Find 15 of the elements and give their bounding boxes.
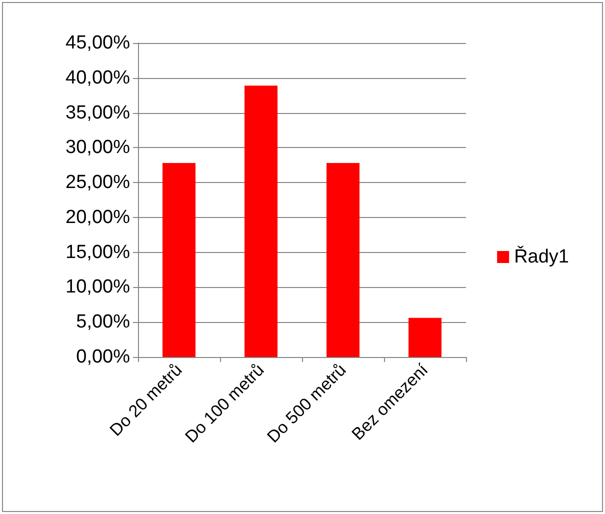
y-tick-label: 5,00% — [76, 312, 130, 333]
bar — [326, 163, 360, 357]
y-tick-label: 20,00% — [66, 206, 130, 228]
y-tick-label: 15,00% — [66, 242, 130, 263]
legend-label: Řady1 — [514, 246, 569, 268]
y-tick-label: 40,00% — [66, 67, 130, 88]
y-tick-label: 10,00% — [66, 276, 130, 298]
y-tick-label: 25,00% — [66, 172, 130, 194]
y-tick-label: 0,00% — [76, 346, 130, 368]
bar — [408, 318, 442, 357]
bar — [244, 86, 278, 357]
y-tick-label: 35,00% — [66, 102, 130, 124]
y-tick-label: 45,00% — [66, 32, 130, 54]
y-tick-label: 30,00% — [66, 137, 130, 158]
bar — [162, 163, 196, 357]
